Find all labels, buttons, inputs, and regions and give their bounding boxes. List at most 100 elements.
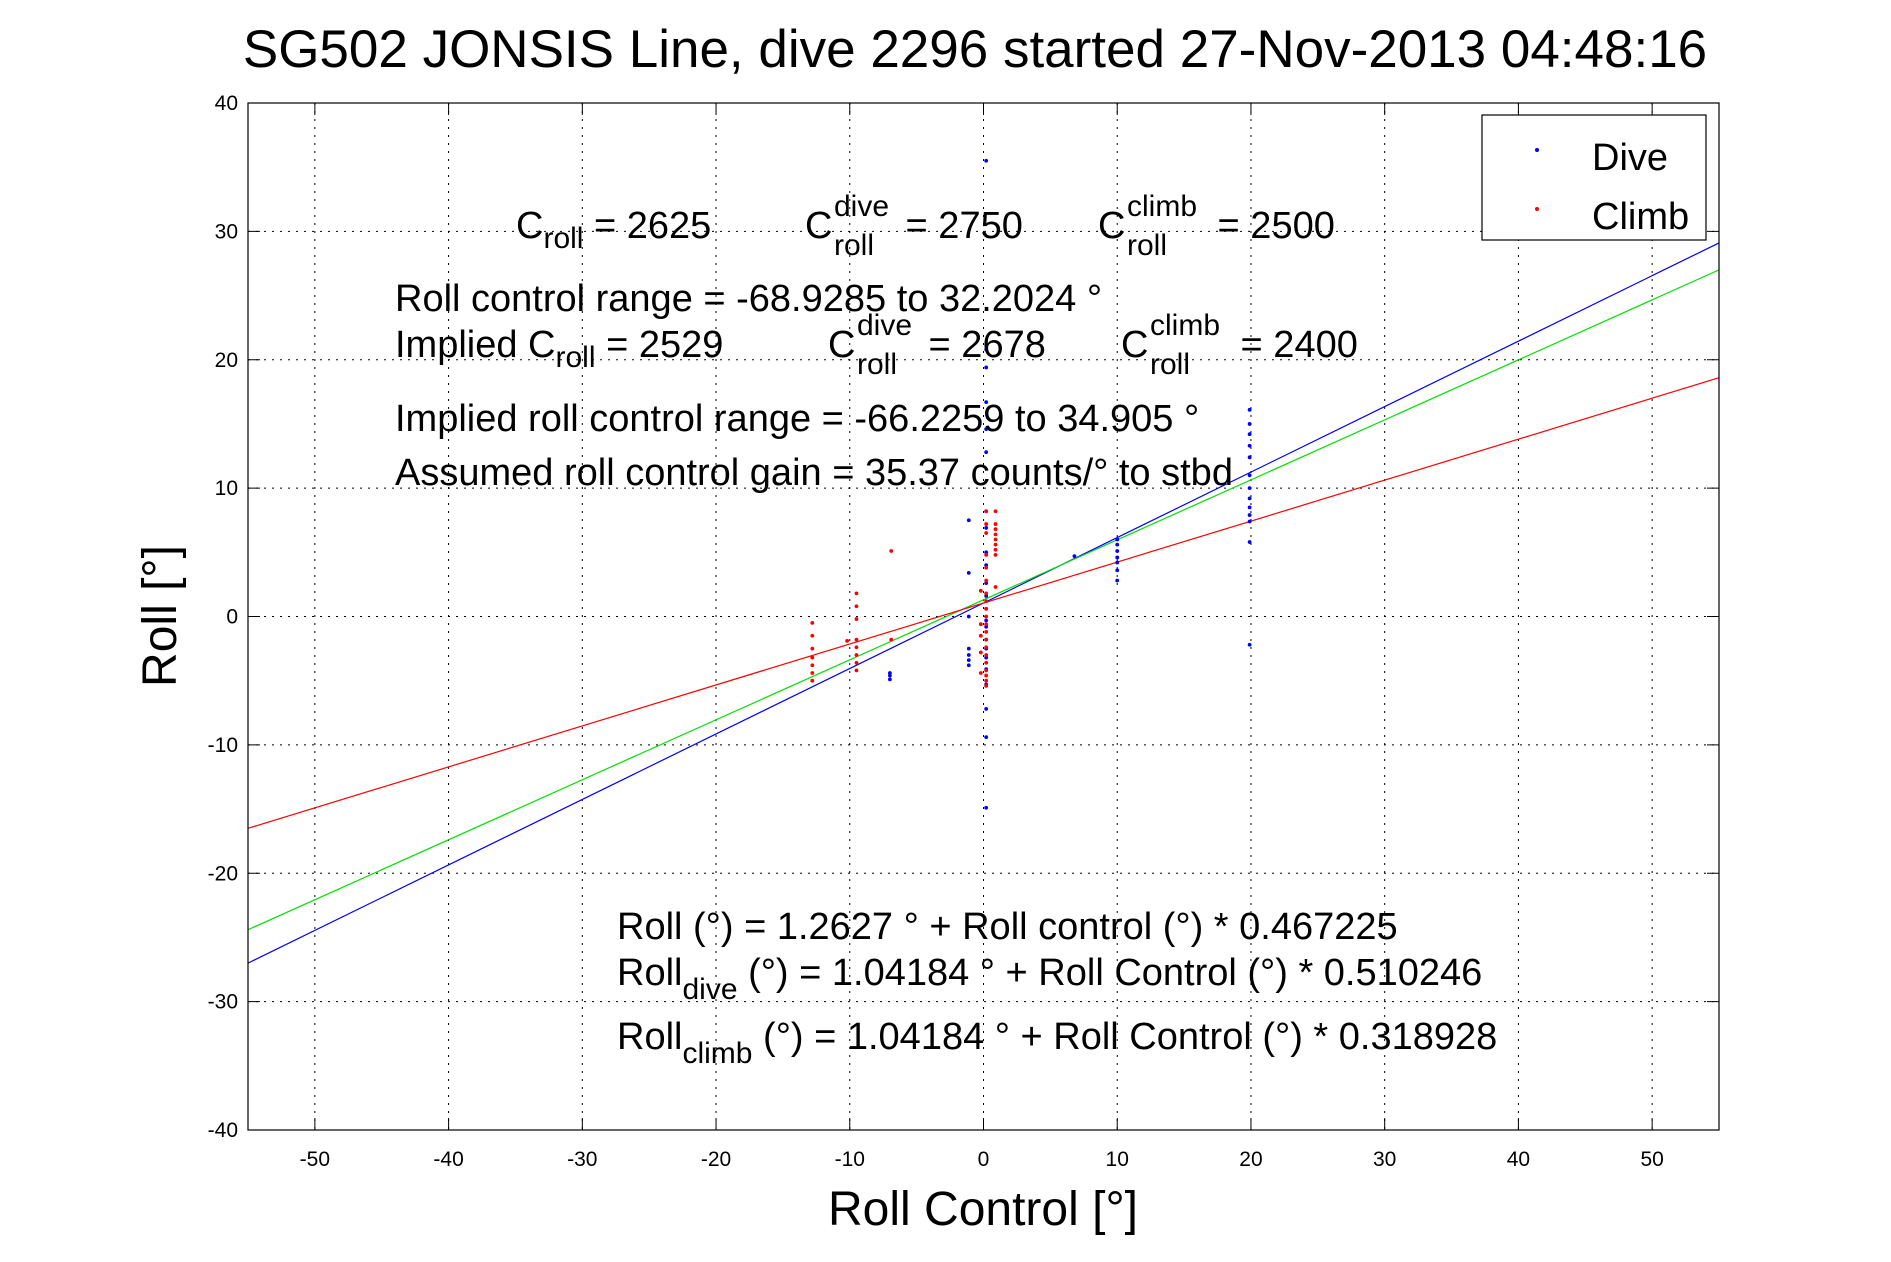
climb-point <box>984 552 989 557</box>
climb-point <box>993 552 998 557</box>
dive-point <box>966 570 971 575</box>
dive-point <box>966 653 971 657</box>
climb-point <box>984 622 989 627</box>
climb-point <box>993 542 998 547</box>
dive-point <box>1247 455 1252 460</box>
y-tick-label: 10 <box>215 477 238 500</box>
climb-point <box>978 633 983 638</box>
climb-point <box>978 671 983 675</box>
climb-point <box>854 637 859 642</box>
climb-point <box>854 668 859 673</box>
climb-point <box>984 565 989 570</box>
dive-point <box>1115 555 1120 560</box>
climb-point <box>854 617 859 621</box>
climb-point <box>984 614 989 619</box>
dive-point <box>887 673 892 678</box>
climb-point <box>854 591 859 596</box>
climb-point <box>984 678 989 683</box>
climb-point <box>854 604 859 609</box>
axis-ticks: -50 -40 -30 -20 -10 0 10 20 30 40 50 -40 -30 -20 -10 0 1… <box>208 92 1719 1171</box>
x-axis-title: Roll Control [°] <box>828 1183 1138 1236</box>
x-tick-label: 10 <box>1106 1148 1129 1171</box>
climb-point <box>984 591 989 596</box>
legend-box <box>1481 114 1707 241</box>
climb-point <box>984 673 989 678</box>
dive-point <box>984 400 989 405</box>
climb-point <box>984 531 989 535</box>
chart-title: SG502 JONSIS Line, dive 2296 started 27-… <box>243 20 1707 79</box>
climb-point <box>993 537 998 542</box>
y-tick-label: -40 <box>208 1119 238 1142</box>
climb-fit-line <box>247 377 1720 829</box>
annotation-c-roll: Croll = 2625 <box>516 205 711 255</box>
climb-point <box>984 606 989 611</box>
dive-point <box>966 614 971 619</box>
dive-point <box>1247 473 1252 478</box>
all-fit-line <box>247 269 1720 931</box>
climb-point <box>889 549 894 553</box>
annotation-implied-c-roll-climb: Cclimb roll = 2400 <box>1121 309 1358 381</box>
legend-marker-climb <box>1535 207 1539 211</box>
dive-point <box>984 450 989 455</box>
climb-point <box>810 663 815 668</box>
climb-point <box>810 633 815 638</box>
dive-point <box>966 518 971 523</box>
dive-point <box>966 658 971 663</box>
climb-point <box>984 683 989 688</box>
legend-label-dive: Dive <box>1592 137 1668 179</box>
dive-point <box>1115 549 1120 553</box>
climb-point <box>854 645 859 650</box>
climb-point <box>984 630 989 634</box>
climb-point <box>810 678 815 683</box>
annotation-c-roll-dive: Cdive roll = 2750 <box>805 190 1023 262</box>
x-tick-label: 20 <box>1239 1148 1262 1171</box>
grid <box>248 103 1719 1130</box>
climb-point <box>993 509 998 514</box>
x-tick-label: 50 <box>1640 1148 1663 1171</box>
annotation-roll-control-range: Roll control range = -68.9285 to 32.2024… <box>395 278 1102 320</box>
annotation-fit-climb: Rollclimb (°) = 1.04184 ° + Roll Control… <box>617 1016 1497 1070</box>
climb-point <box>854 653 859 657</box>
climb-point <box>810 655 815 660</box>
dive-point <box>1247 432 1252 437</box>
dive-point <box>984 365 989 370</box>
climb-point <box>993 585 998 589</box>
climb-point <box>984 653 989 657</box>
annotation-fit-all: Roll (°) = 1.2627 ° + Roll control (°) *… <box>617 906 1398 948</box>
dive-point <box>1115 578 1120 583</box>
fit-lines <box>247 242 1720 964</box>
x-tick-label: -30 <box>567 1148 597 1171</box>
annotations: Croll = 2625 Cdive roll = 2750 Cclimb roll… <box>395 190 1497 1070</box>
y-tick-label: -10 <box>208 734 238 757</box>
climb-point <box>984 522 989 526</box>
dive-point <box>1247 513 1252 517</box>
y-tick-label: 0 <box>226 606 238 629</box>
dive-point <box>984 735 989 740</box>
dive-point <box>1115 542 1120 547</box>
climb-point <box>993 527 998 532</box>
annotation-fit-dive: Rolldive (°) = 1.04184 ° + Roll Control … <box>617 952 1482 1006</box>
y-tick-label: 30 <box>215 220 238 243</box>
dive-point <box>1247 540 1252 544</box>
x-tick-label: -20 <box>701 1148 731 1171</box>
x-tick-label: -10 <box>835 1148 865 1171</box>
dive-point <box>966 646 971 651</box>
x-tick-label: -40 <box>433 1148 463 1171</box>
dive-point <box>984 347 989 352</box>
legend-label-climb: Climb <box>1592 196 1689 238</box>
climb-point <box>993 532 998 537</box>
climb-point <box>810 646 815 651</box>
dive-point <box>984 707 989 711</box>
data-points <box>810 158 1252 810</box>
dive-point <box>984 158 989 163</box>
y-tick-label: -30 <box>208 991 238 1014</box>
legend: Dive Climb <box>1481 114 1707 241</box>
y-tick-label: 40 <box>215 92 238 115</box>
dive-point <box>984 427 989 431</box>
y-tick-label: 20 <box>215 349 238 372</box>
climb-point <box>993 522 998 526</box>
x-tick-label: -50 <box>300 1148 330 1171</box>
climb-point <box>889 637 894 642</box>
dive-point <box>1247 642 1252 647</box>
